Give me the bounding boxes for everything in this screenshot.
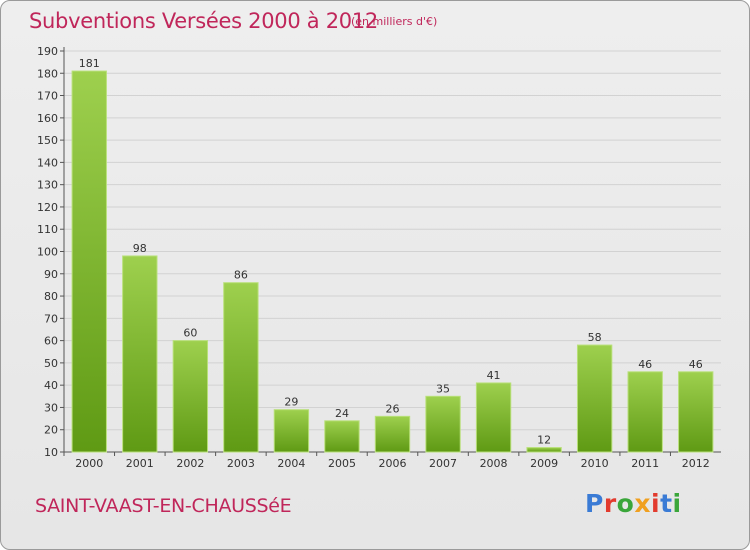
x-tick-label: 2002 (176, 457, 204, 470)
y-tick-label: 100 (37, 246, 58, 259)
bar-value-label: 181 (79, 57, 100, 70)
brand-letter: x (634, 489, 651, 518)
bar (678, 371, 714, 453)
x-tick-label: 2006 (379, 457, 407, 470)
y-tick-label: 160 (37, 112, 58, 125)
y-tick-label: 50 (44, 357, 58, 370)
y-tick-label: 90 (44, 268, 58, 281)
y-tick-label: 70 (44, 312, 58, 325)
brand-letter: o (616, 489, 635, 518)
y-tick-label: 130 (37, 179, 58, 192)
y-tick-label: 60 (44, 335, 58, 348)
bar (172, 340, 209, 453)
bar-value-label: 29 (284, 396, 298, 409)
bar (223, 282, 259, 453)
y-tick-label: 170 (37, 90, 58, 103)
chart-subtitle: (en milliers d'€) (351, 15, 438, 28)
bar (374, 415, 411, 453)
chart-title: Subventions Versées 2000 à 2012 (29, 9, 378, 33)
commune-name: SAINT-VAAST-EN-CHAUSSéE (35, 495, 292, 517)
x-tick-label: 2012 (682, 457, 710, 470)
bar (425, 395, 461, 453)
labels: 10 20 30 40 50 60 70 80 90 100 110 120 130 140 150 160 1… (37, 45, 710, 470)
x-tick-label: 2008 (480, 457, 508, 470)
y-tick-label: 30 (44, 401, 58, 414)
bar (475, 382, 512, 453)
y-tick-label: 140 (37, 156, 58, 169)
y-tick-label: 180 (37, 67, 58, 80)
x-tick-label: 2004 (277, 457, 305, 470)
bar-value-label: 60 (183, 327, 197, 340)
y-tick-label: 80 (44, 290, 58, 303)
grid-lines (64, 50, 721, 453)
bar-value-label: 26 (386, 402, 400, 415)
brand-letter: r (603, 489, 617, 518)
bar-value-label: 24 (335, 407, 349, 420)
bar-value-label: 98 (133, 242, 147, 255)
brand-letter: t (660, 489, 673, 518)
y-tick-label: 120 (37, 201, 58, 214)
x-tick-label: 2011 (631, 457, 659, 470)
bar (273, 409, 310, 453)
bar (122, 255, 158, 453)
y-tick-label: 40 (44, 379, 58, 392)
bar (526, 447, 562, 453)
x-tick-label: 2001 (126, 457, 154, 470)
y-tick-label: 20 (44, 424, 58, 437)
x-tick-label: 2003 (227, 457, 255, 470)
x-tick-label: 2005 (328, 457, 356, 470)
bar-value-label: 46 (638, 358, 652, 371)
bar-value-label: 58 (588, 331, 602, 344)
proxiti-logo: Proxiti (585, 489, 682, 518)
y-tick-label: 10 (44, 446, 58, 459)
bar-value-label: 12 (537, 434, 551, 447)
bar-value-label: 41 (487, 369, 501, 382)
y-tick-label: 190 (37, 45, 58, 58)
y-tick-label: 150 (37, 134, 58, 147)
x-tick-label: 2009 (530, 457, 558, 470)
bar-value-label: 35 (436, 382, 450, 395)
x-tick-label: 2007 (429, 457, 457, 470)
bar (627, 371, 663, 453)
bar (71, 70, 107, 453)
x-tick-label: 2000 (75, 457, 103, 470)
y-tick-label: 110 (37, 223, 58, 236)
brand-letter: i (651, 489, 661, 518)
bar (324, 420, 360, 453)
brand-letter: i (672, 489, 682, 518)
bar-value-label: 86 (234, 269, 248, 282)
bars (71, 70, 714, 453)
bar (576, 344, 613, 453)
x-tick-label: 2010 (581, 457, 609, 470)
bar-value-label: 46 (689, 358, 703, 371)
brand-letter: P (585, 489, 604, 518)
